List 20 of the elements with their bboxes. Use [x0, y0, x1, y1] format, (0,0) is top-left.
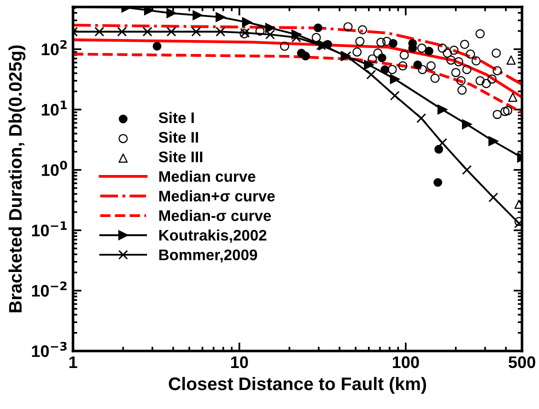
legend-label: Site III — [158, 151, 202, 162]
legend-label: Bommer,2009 — [159, 249, 258, 262]
y-tick-label: 10$^{1}$ — [42, 100, 67, 116]
x-tick-label: 500 — [508, 356, 536, 368]
y-axis-title: Bracketed Duration, Db(0.025g) — [8, 45, 26, 312]
y-tick-label: 10$^{0}$ — [42, 160, 68, 176]
y-tick-label: 10$^{2}$ — [42, 40, 67, 56]
legend-label: Median curve — [159, 170, 256, 182]
y-tick-label: 10$^{−2}$ — [32, 282, 67, 297]
y-tick-label: 10$^{−1}$ — [32, 221, 67, 236]
legend-label: Site II — [158, 132, 198, 143]
x-tick-label: 1 — [69, 356, 78, 368]
y-tick-label: 10$^{−3}$ — [32, 342, 67, 358]
legend-label: Koutrakis,2002 — [159, 229, 266, 243]
x-tick-label: 100 — [392, 356, 419, 368]
legend-label: Site I — [158, 112, 194, 124]
x-axis-title: Closest Distance to Fault (km) — [168, 376, 426, 394]
legend-label: Median-σ curve — [159, 210, 271, 222]
x-tick-label: 10 — [231, 356, 248, 368]
legend-label: Median+σ curve — [159, 190, 275, 202]
